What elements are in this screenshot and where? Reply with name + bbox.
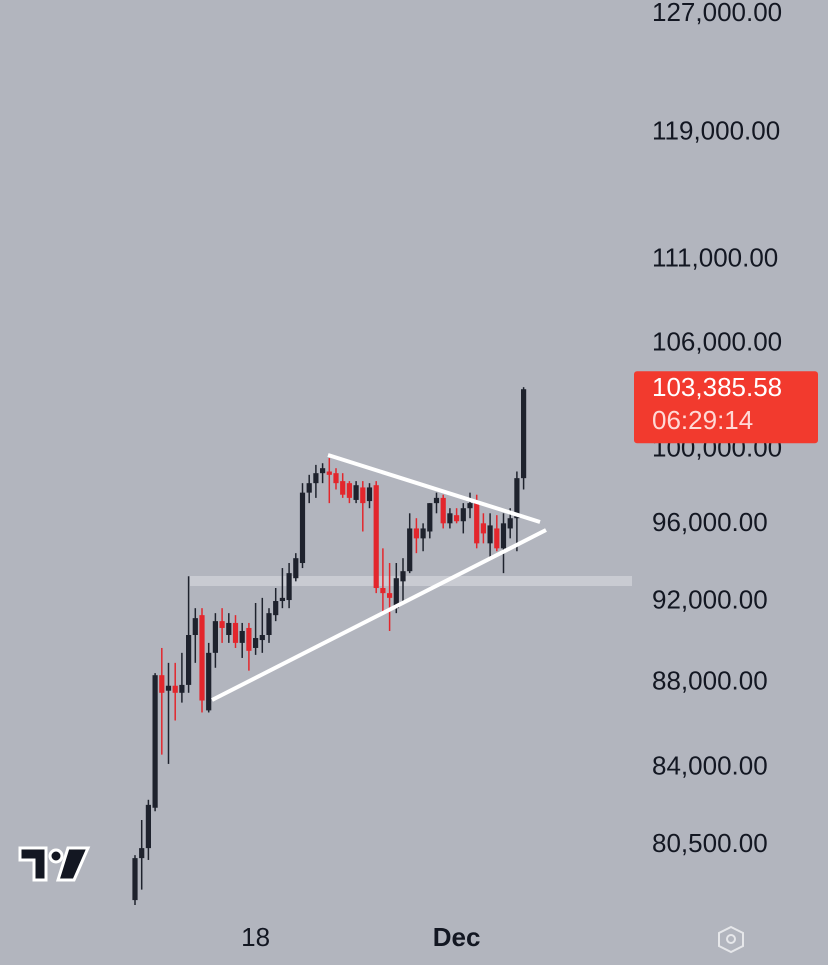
y-tick-label: 111,000.00: [652, 243, 778, 273]
candle-body: [293, 558, 299, 579]
candle-body: [440, 497, 446, 524]
logo: [18, 846, 91, 882]
candle-body: [474, 503, 480, 544]
y-tick-label: 96,000.00: [652, 507, 768, 537]
lower-trendline: [211, 528, 547, 702]
candle-body: [212, 621, 218, 653]
y-tick-label: 84,000.00: [652, 750, 768, 780]
candle-body: [487, 525, 493, 544]
candle-body: [299, 492, 306, 564]
last-price-box: [634, 371, 818, 444]
candle-body: [165, 685, 172, 691]
candle-body: [400, 571, 406, 582]
settings-icon[interactable]: [718, 925, 744, 954]
candle-body: [239, 630, 245, 643]
candle-body: [206, 652, 212, 711]
last-price-label: 103,385.58: [652, 372, 782, 402]
candle-body: [172, 685, 178, 693]
candle-body: [346, 483, 352, 498]
candle-body: [521, 389, 527, 479]
candle-body: [152, 675, 158, 808]
support-zone: [190, 576, 632, 586]
candle-body: [413, 528, 419, 539]
candle-body: [320, 468, 326, 474]
candle-body: [507, 518, 513, 529]
candle-body: [226, 622, 232, 636]
candle-body: [447, 513, 453, 524]
candle-body: [219, 621, 225, 628]
candle-body: [366, 487, 373, 502]
candle-body: [433, 497, 440, 504]
candle-body: [480, 523, 486, 534]
candle-body: [286, 573, 292, 601]
candle-body: [494, 528, 500, 549]
x-tick-label: 18: [241, 922, 270, 952]
candle-body: [500, 523, 507, 549]
y-tick-label: 88,000.00: [652, 666, 768, 696]
candle-body: [186, 635, 192, 685]
candle-body: [199, 615, 205, 701]
candle-body: [373, 485, 379, 589]
candle-body: [360, 487, 366, 504]
y-tick-label: 106,000.00: [652, 327, 782, 357]
candle-body: [407, 528, 413, 572]
candle-body: [333, 473, 339, 484]
candle-body: [326, 471, 332, 475]
y-tick-label: 119,000.00: [652, 116, 780, 146]
upper-trendline: [327, 453, 541, 524]
candle-body: [192, 618, 198, 636]
candle-body: [380, 588, 386, 594]
candle-body: [273, 601, 279, 616]
settings-icon-center: [726, 934, 736, 944]
candle-body: [259, 635, 265, 641]
candle-body: [306, 483, 312, 493]
candle-body: [139, 848, 145, 859]
candle-body: [159, 675, 165, 693]
candle-body: [353, 485, 359, 500]
candle-body: [340, 481, 346, 495]
candle-body: [266, 613, 272, 636]
candles: [132, 387, 527, 905]
candle-body: [454, 515, 460, 522]
candle-body: [393, 578, 399, 609]
candle-body: [420, 528, 426, 539]
candle-body: [279, 597, 285, 602]
candle-body: [132, 858, 138, 901]
countdown-label: 06:29:14: [652, 405, 753, 435]
candle-body: [246, 627, 252, 651]
candle-body: [427, 503, 433, 532]
candle-body: [145, 804, 151, 849]
candle-body: [387, 593, 393, 598]
candle-body: [253, 638, 259, 648]
candle-body: [313, 473, 319, 484]
candle-body: [460, 508, 466, 522]
candle-body: [514, 478, 520, 519]
y-tick-label: 80,500.00: [652, 828, 768, 858]
candle-body: [179, 684, 185, 693]
y-tick-label: 127,000.00: [652, 0, 782, 27]
x-tick-label: Dec: [433, 922, 481, 952]
candle-body: [232, 622, 239, 643]
y-tick-label: 92,000.00: [652, 585, 768, 615]
candle-body: [467, 503, 473, 509]
